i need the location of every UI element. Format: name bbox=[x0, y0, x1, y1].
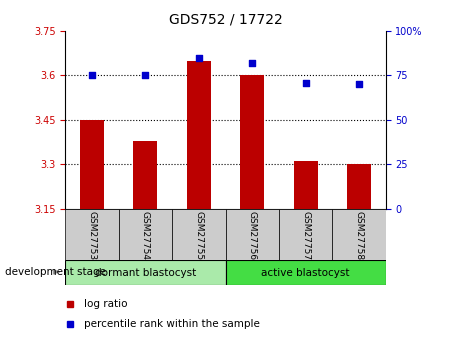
Bar bbox=[65, 209, 119, 260]
Text: GSM27757: GSM27757 bbox=[301, 211, 310, 260]
Bar bbox=[119, 209, 172, 260]
FancyArrowPatch shape bbox=[54, 270, 59, 274]
Text: log ratio: log ratio bbox=[84, 299, 128, 309]
Text: active blastocyst: active blastocyst bbox=[261, 268, 350, 277]
Bar bbox=[294, 161, 318, 209]
Point bbox=[249, 60, 256, 66]
Text: GDS752 / 17722: GDS752 / 17722 bbox=[169, 12, 282, 26]
Point bbox=[88, 73, 96, 78]
Text: dormant blastocyst: dormant blastocyst bbox=[95, 268, 196, 277]
Bar bbox=[240, 76, 264, 209]
Point bbox=[355, 81, 363, 87]
Bar bbox=[226, 209, 279, 260]
Point bbox=[195, 55, 202, 60]
Bar bbox=[172, 209, 226, 260]
Bar bbox=[226, 260, 386, 285]
Text: GSM27755: GSM27755 bbox=[194, 211, 203, 260]
Bar bbox=[332, 209, 386, 260]
Point bbox=[302, 80, 309, 85]
Text: GSM27753: GSM27753 bbox=[87, 211, 97, 260]
Text: GSM27754: GSM27754 bbox=[141, 211, 150, 260]
Bar bbox=[279, 209, 332, 260]
Point bbox=[142, 73, 149, 78]
Text: percentile rank within the sample: percentile rank within the sample bbox=[84, 319, 260, 328]
Bar bbox=[187, 61, 211, 209]
Bar bbox=[133, 141, 157, 209]
Bar bbox=[80, 120, 104, 209]
Text: GSM27756: GSM27756 bbox=[248, 211, 257, 260]
Text: GSM27758: GSM27758 bbox=[354, 211, 364, 260]
Bar bbox=[347, 164, 371, 209]
Bar bbox=[65, 260, 226, 285]
Text: development stage: development stage bbox=[5, 267, 106, 277]
